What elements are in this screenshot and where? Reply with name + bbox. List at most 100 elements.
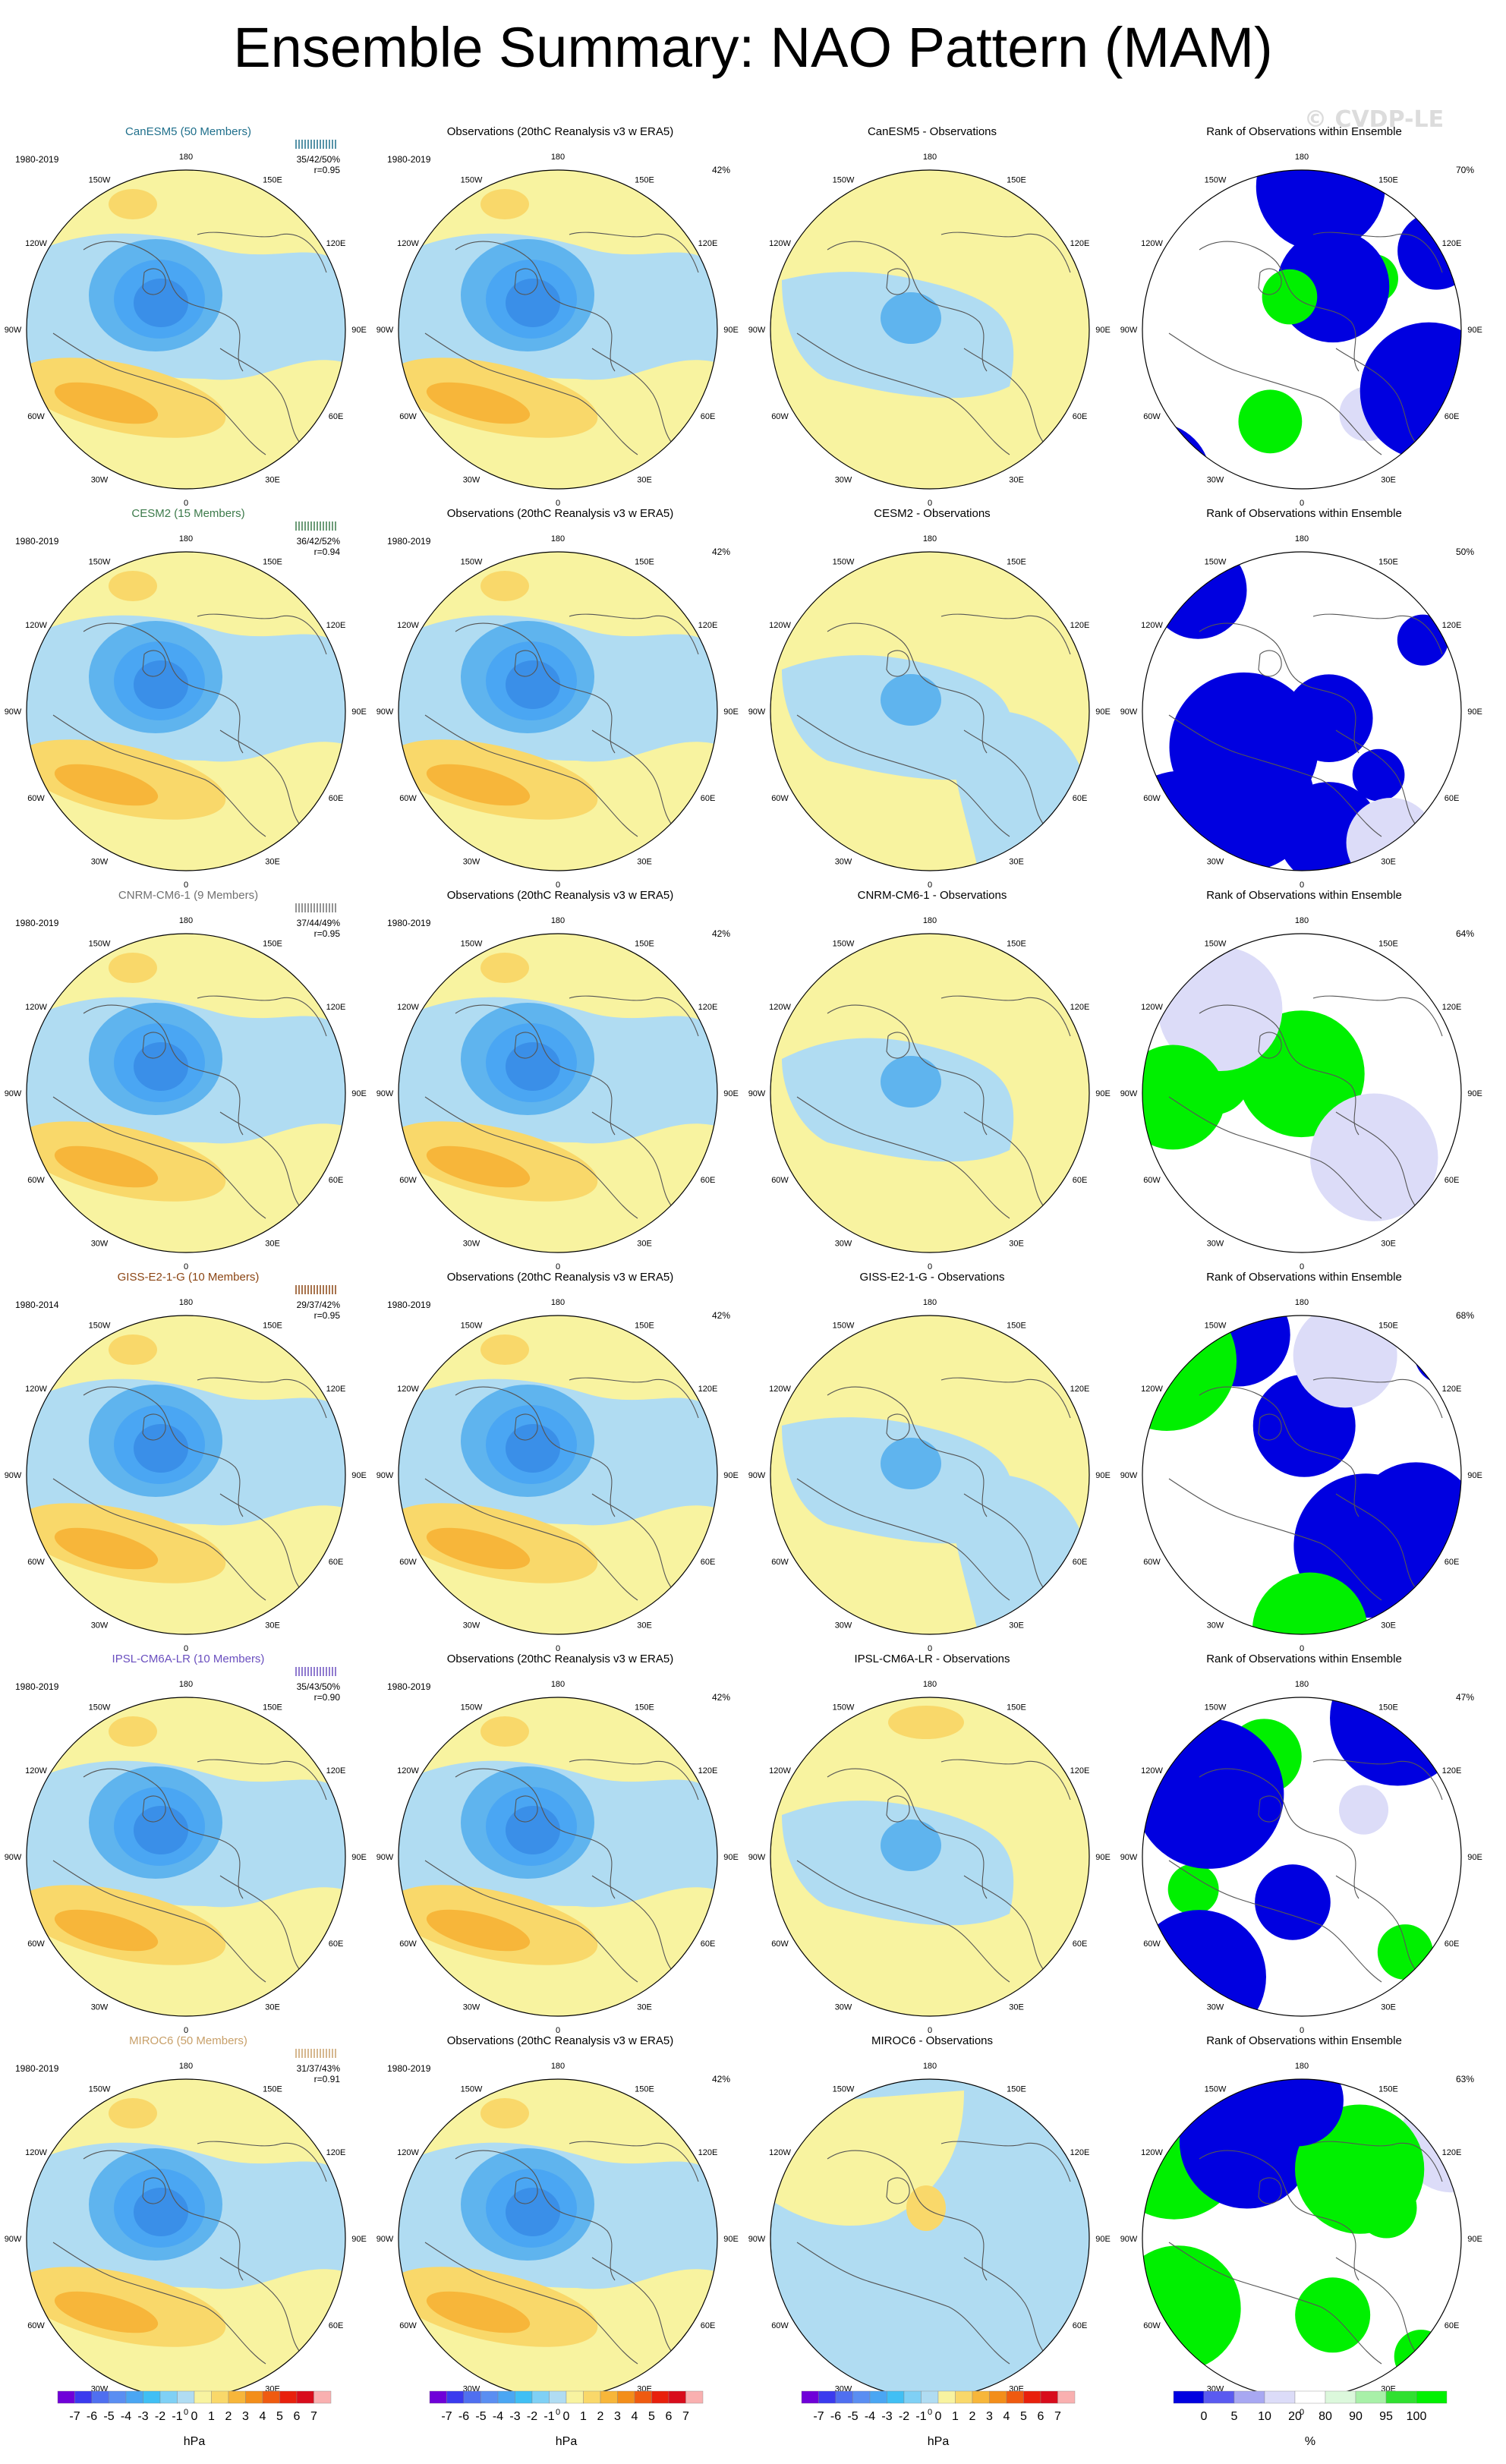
lon-label: 60W: [771, 412, 789, 421]
lon-label: 30W: [91, 858, 109, 867]
lon-label: 0: [928, 1262, 932, 1271]
lon-label: 120E: [1442, 239, 1462, 248]
lon-label: 60E: [701, 412, 716, 421]
model-stats: 35/43/50% r=0.90: [297, 1681, 340, 1703]
stats-correlation: r=0.95: [313, 928, 340, 939]
lon-label: 90E: [1095, 2235, 1111, 2244]
coastline: [197, 995, 327, 1037]
coastline: [796, 714, 1010, 837]
lon-label: 90W: [1120, 1471, 1138, 1480]
pacific-positive: [109, 571, 157, 601]
lon-label: 120W: [769, 1385, 791, 1394]
lon-label: 180: [1295, 1298, 1309, 1307]
colorbar-4-svg: 0 5 10 20 80 90 95 100: [1173, 2390, 1448, 2423]
coastline: [1312, 995, 1443, 1037]
lon-labels: 180 150E 120E 90E 60E 30E 0 30W 60W 90W 120W 150W: [748, 534, 1111, 890]
coastline: [83, 1386, 244, 1517]
member-spread: [295, 1667, 336, 1676]
lon-label: 180: [179, 1298, 193, 1307]
lon-label: 0: [1300, 1644, 1304, 1653]
lon-label: 90W: [1120, 2235, 1138, 2244]
rank-blob: [1251, 2079, 1344, 2147]
rank-blob: [1142, 934, 1190, 988]
lon-label: 150E: [1007, 2085, 1026, 2094]
colorbar-swatch: [1057, 2390, 1076, 2404]
lon-label: 0: [184, 2408, 188, 2417]
lon-label: 90E: [1467, 707, 1482, 717]
lon-label: 30E: [637, 2003, 652, 2012]
panel-title: Rank of Observations within Ensemble: [1206, 1271, 1402, 1284]
lon-label: 60E: [329, 794, 344, 803]
map-field: [1142, 2079, 1461, 2398]
lon-label: 30W: [463, 858, 480, 867]
lon-label: 120E: [326, 239, 346, 248]
colorbar-swatch: [668, 2390, 686, 2404]
map-field: [27, 1697, 345, 2016]
panel-r2-c2: Observations (20thC Reanalysis v3 w ERA5…: [376, 507, 742, 890]
panel-r5-c3: IPSL-CM6A-LR - Observations 180 150E 120E 90…: [748, 1653, 1114, 2035]
lon-label: 30W: [91, 1240, 109, 1249]
lon-label: 90E: [1095, 707, 1111, 717]
lon-label: 180: [923, 916, 937, 925]
positive-core: [426, 1145, 531, 1188]
coastline: [52, 714, 266, 837]
lon-label: 150W: [1205, 2085, 1227, 2094]
model-stats: 37/44/49% r=0.95: [297, 918, 340, 939]
colorbar-label: -7: [441, 2410, 452, 2423]
colorbar-swatch: [869, 2390, 887, 2404]
lon-label: 0: [556, 2408, 560, 2417]
lon-label: 120W: [397, 2148, 419, 2157]
coastline: [827, 1004, 988, 1136]
colorbar-1-svg: -7 -6 -5 -4 -3 -2 -1 0 1 2 3 4 5 6 7: [57, 2390, 332, 2423]
stats-correlation: r=0.95: [313, 165, 340, 175]
watermark: © CVDP-LE: [1304, 106, 1445, 133]
lon-label: 60E: [1073, 1939, 1088, 1949]
coastlines: [52, 232, 327, 455]
lon-label: 120E: [1070, 1003, 1090, 1012]
polar-map: 180 150E 120E 90E 60E 30E 0 30W 60W 90W 120W 150W: [748, 153, 1111, 508]
panel-r4-c2: Observations (20thC Reanalysis v3 w ERA5…: [376, 1271, 742, 1653]
period-label: 1980-2019: [15, 2063, 59, 2074]
lon-label: 90W: [748, 707, 766, 717]
colorbar-swatch: [1023, 2390, 1041, 2404]
period-label: 1980-2014: [15, 1300, 59, 1310]
negative-core: [881, 1820, 941, 1871]
colorbar-label: -4: [865, 2410, 875, 2423]
colorbar-swatch: [801, 2390, 819, 2404]
lon-label: 180: [1295, 1680, 1309, 1689]
lon-label: 150W: [89, 940, 111, 949]
colorbar-label: -1: [915, 2410, 926, 2423]
lon-label: 30E: [265, 858, 280, 867]
map-border: [398, 1315, 718, 1635]
panel-r1-c1: CanESM5 (50 Members) 180 150E 120E 90E 60E 30E…: [5, 125, 370, 508]
lon-label: 120E: [1442, 1385, 1462, 1394]
panel-title: Observations (20thC Reanalysis v3 w ERA5…: [446, 125, 674, 138]
lon-label: 0: [928, 499, 932, 508]
lon-label: 90E: [723, 707, 739, 717]
coastline: [827, 622, 988, 754]
page-title: Ensemble Summary: NAO Pattern (MAM): [233, 16, 1273, 79]
lon-label: 90W: [376, 1089, 394, 1098]
lon-label: 120E: [1442, 621, 1462, 630]
lon-label: 120E: [1442, 1003, 1462, 1012]
lon-labels: 180 150E 120E 90E 60E 30E 0 30W 60W 90W 120W 150W: [376, 1298, 739, 1653]
panel-r2-c3: CESM2 - Observations 180 150E 120E 90E 60E 30E…: [748, 507, 1114, 890]
polar-map: 180 150E 120E 90E 60E 30E 0 30W 60W 90W 120W 150W: [376, 534, 739, 890]
lon-label: 150E: [1378, 176, 1398, 185]
rank-blob: [1252, 1572, 1368, 1634]
lon-label: 60E: [701, 794, 716, 803]
coastline: [827, 2150, 988, 2281]
lon-label: 60W: [771, 2321, 789, 2330]
panel-r5-c4: Rank of Observations within Ensemble 180 1…: [1120, 1653, 1486, 2035]
map-field: [1142, 934, 1461, 1252]
model-stats: 31/37/43% r=0.91: [297, 2063, 340, 2084]
lon-label: 60E: [701, 1939, 716, 1949]
lon-label: 180: [1295, 2062, 1309, 2071]
lon-label: 60W: [399, 2321, 417, 2330]
map-border: [1142, 1315, 1462, 1635]
pacific-positive: [480, 1716, 529, 1747]
coastline: [1258, 650, 1282, 677]
colorbar-swatch: [634, 2390, 652, 2404]
coastline: [1335, 348, 1420, 448]
